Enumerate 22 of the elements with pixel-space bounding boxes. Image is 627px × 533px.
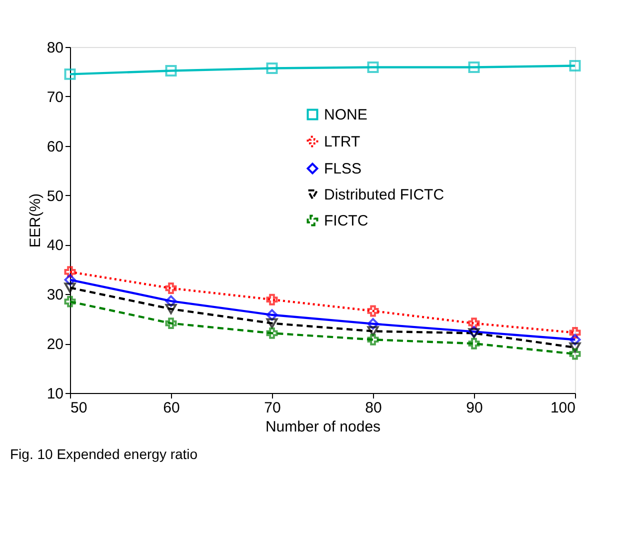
y-tick-label: 30 <box>46 286 64 304</box>
x-tick-label: 60 <box>163 400 180 416</box>
y-tick-label: 40 <box>46 237 64 254</box>
y-tick-label: 60 <box>46 138 64 156</box>
y-tick-label: 50 <box>46 188 64 205</box>
x-tick-label: 90 <box>466 400 483 416</box>
y-tick-label: 20 <box>46 336 64 354</box>
legend-label: Distributed FICTC <box>324 186 444 204</box>
legend-label: LTRT <box>324 134 360 150</box>
x-tick-label: 80 <box>365 400 382 416</box>
y-axis-title: EER(%) <box>26 193 44 248</box>
x-tick-label: 70 <box>264 400 281 416</box>
x-tick-label: 100 <box>550 400 576 416</box>
legend-label: FLSS <box>324 160 362 178</box>
caption: Fig. 10 Expended energy ratio <box>10 446 198 462</box>
y-tick-label: 80 <box>46 40 64 56</box>
legend-label: FICTC <box>324 212 368 230</box>
x-tick-label: 50 <box>70 400 88 416</box>
x-axis-title: Number of nodes <box>265 418 381 436</box>
y-tick-label: 70 <box>46 88 64 106</box>
y-tick-label: 10 <box>46 386 64 402</box>
legend-label: NONE <box>324 106 368 124</box>
